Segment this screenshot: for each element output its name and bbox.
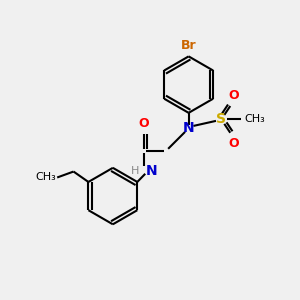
Text: N: N xyxy=(146,164,157,178)
Text: H: H xyxy=(131,166,140,176)
Text: O: O xyxy=(139,117,149,130)
Text: N: N xyxy=(183,121,194,135)
Text: Br: Br xyxy=(181,39,197,52)
Text: O: O xyxy=(229,88,239,102)
Text: S: S xyxy=(216,112,226,126)
Text: CH₃: CH₃ xyxy=(35,172,56,182)
Text: O: O xyxy=(229,137,239,150)
Text: CH₃: CH₃ xyxy=(244,114,265,124)
